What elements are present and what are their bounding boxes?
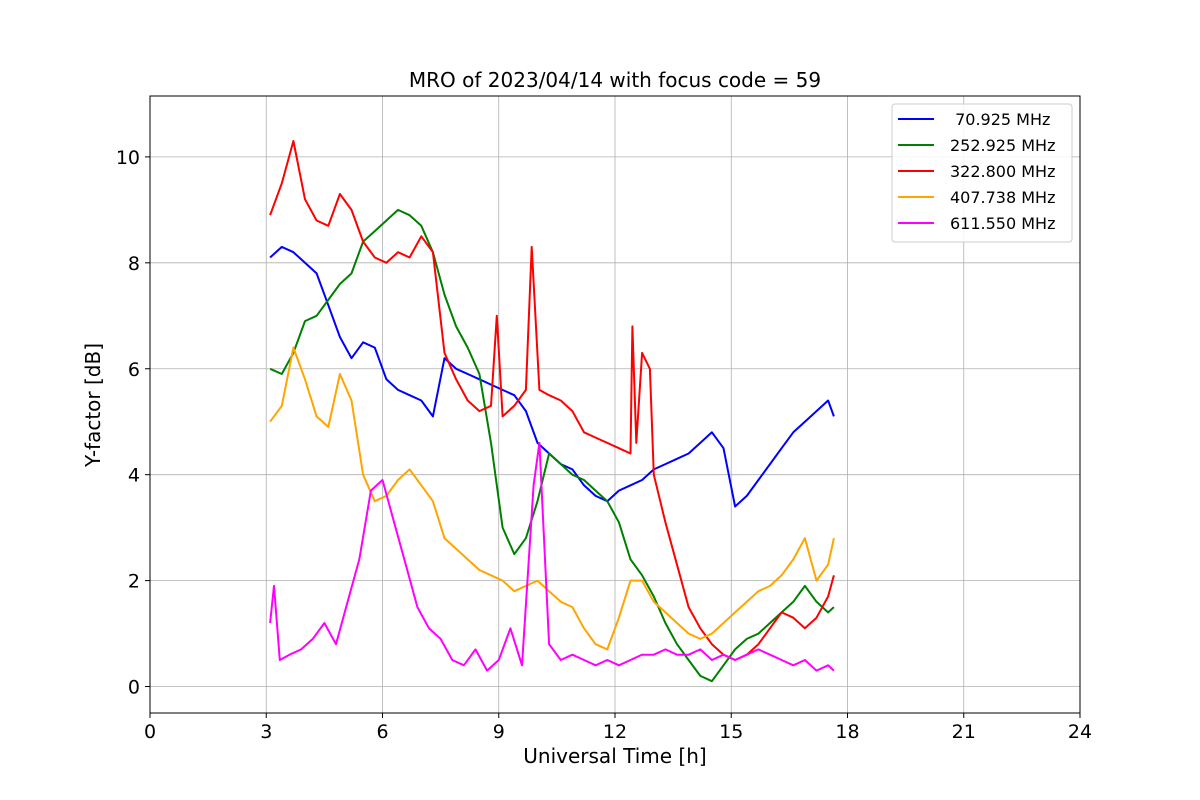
x-tick-label: 15 bbox=[719, 721, 743, 743]
series-lines bbox=[269, 140, 835, 683]
y-tick-label: 2 bbox=[128, 571, 140, 593]
y-tick-label: 8 bbox=[128, 253, 140, 275]
legend-label-3: 407.738 MHz bbox=[950, 188, 1055, 207]
legend-label-2: 322.800 MHz bbox=[950, 162, 1055, 181]
legend-box bbox=[891, 103, 1073, 243]
y-tick-label: 4 bbox=[128, 465, 140, 487]
y-axis-label: Y-factor [dB] bbox=[81, 343, 105, 468]
y-tick-label: 10 bbox=[116, 147, 140, 169]
x-tick-label: 24 bbox=[1068, 721, 1092, 743]
legend-label-0: 70.925 MHz bbox=[950, 110, 1050, 129]
y-axis-ticks: 0 2 4 6 8 10 bbox=[116, 147, 150, 699]
legend-label-1: 252.925 MHz bbox=[950, 136, 1055, 155]
x-tick-label: 9 bbox=[493, 721, 505, 743]
x-tick-label: 18 bbox=[835, 721, 859, 743]
y-tick-label: 0 bbox=[128, 677, 140, 699]
x-axis-ticks: 0 3 6 9 12 15 18 21 24 bbox=[144, 713, 1092, 743]
series-line-4 bbox=[269, 441, 835, 672]
x-tick-label: 3 bbox=[260, 721, 272, 743]
x-tick-label: 6 bbox=[376, 721, 388, 743]
x-tick-label: 12 bbox=[603, 721, 627, 743]
chart-title: MRO of 2023/04/14 with focus code = 59 bbox=[409, 68, 821, 92]
y-tick-label: 6 bbox=[128, 359, 140, 381]
legend: 70.925 MHz 252.925 MHz 322.800 MHz 407.738 … bbox=[891, 103, 1073, 243]
x-axis-label: Universal Time [h] bbox=[523, 744, 706, 768]
x-tick-label: 0 bbox=[144, 721, 156, 743]
legend-label-4: 611.550 MHz bbox=[950, 214, 1055, 233]
series-line-1 bbox=[269, 208, 835, 683]
series-line-3 bbox=[269, 346, 835, 651]
x-tick-label: 21 bbox=[952, 721, 976, 743]
